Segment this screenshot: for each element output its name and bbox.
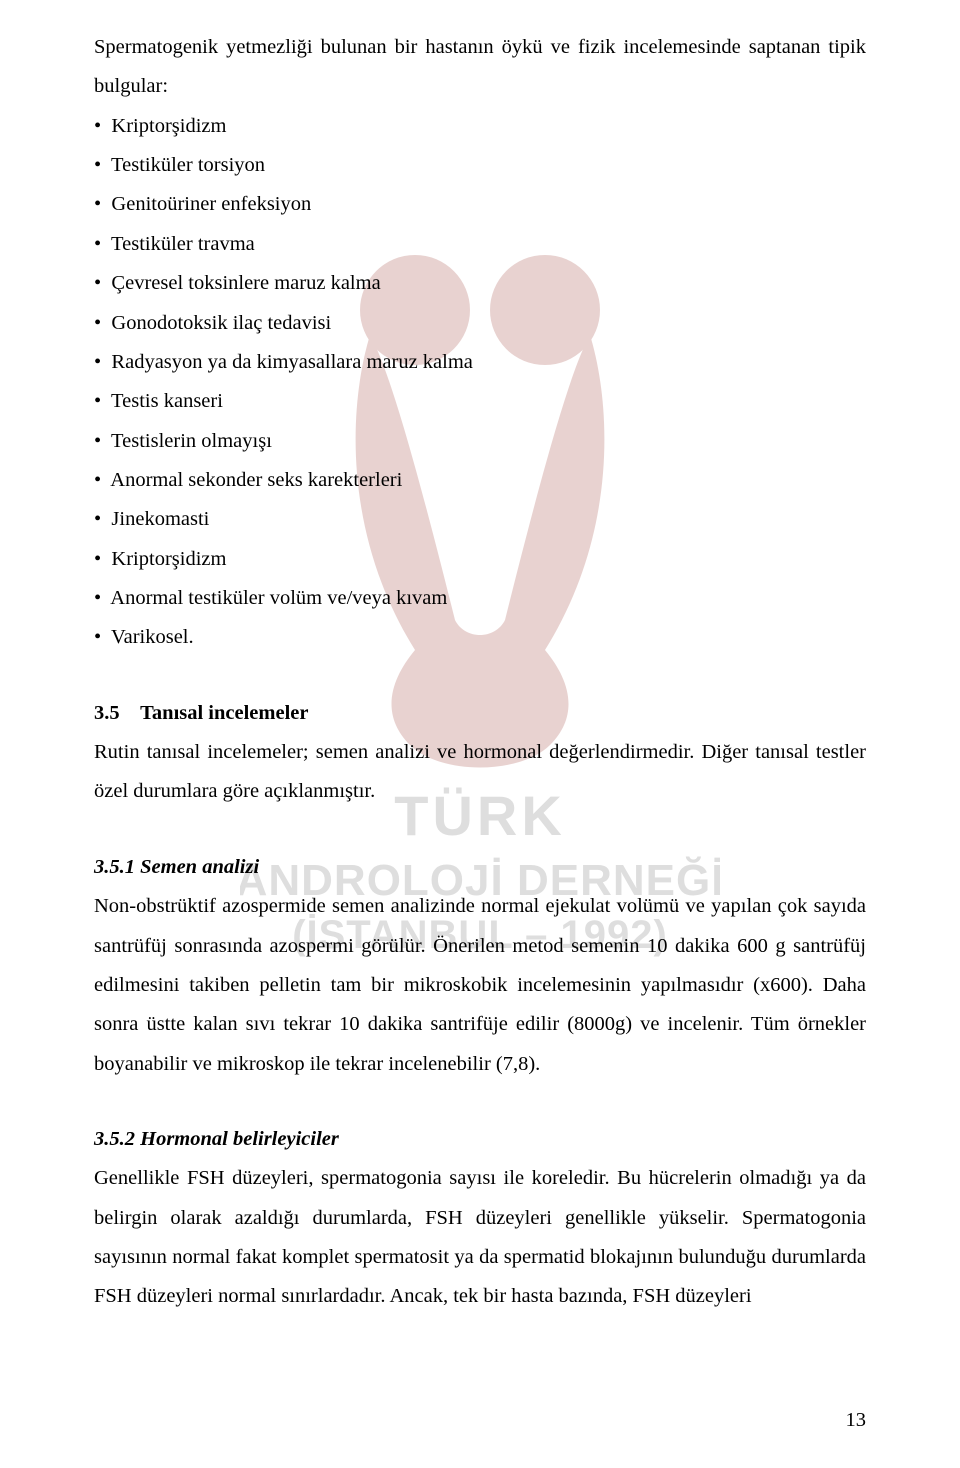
bullet-item: • Kriptorşidizm (94, 540, 866, 579)
content-area: Spermatogenik yetmezliği bulunan bir has… (94, 28, 866, 1317)
section-3-5-1-paragraph: Non-obstrüktif azospermide semen analizi… (94, 887, 866, 1084)
bullet-item: • Anormal sekonder seks karekterleri (94, 461, 866, 500)
section-3-5-2-heading: 3.5.2 Hormonal belirleyiciler (94, 1120, 866, 1159)
section-3-5-paragraph: Rutin tanısal incelemeler; semen analizi… (94, 733, 866, 812)
bullet-item: • Testis kanseri (94, 382, 866, 421)
bullet-item: • Genitoüriner enfeksiyon (94, 185, 866, 224)
section-3-5-2-paragraph: Genellikle FSH düzeyleri, spermatogonia … (94, 1159, 866, 1316)
bullet-list: • Kriptorşidizm• Testiküler torsiyon• Ge… (94, 107, 866, 658)
bullet-item: • Çevresel toksinlere maruz kalma (94, 264, 866, 303)
section-title: Tanısal incelemeler (140, 702, 308, 724)
bullet-item: • Testiküler torsiyon (94, 146, 866, 185)
page-number: 13 (846, 1409, 867, 1432)
bullet-item: • Testiküler travma (94, 225, 866, 264)
bullet-item: • Jinekomasti (94, 500, 866, 539)
bullet-item: • Varikosel. (94, 618, 866, 657)
bullet-item: • Anormal testiküler volüm ve/veya kıvam (94, 579, 866, 618)
section-3-5-1-heading: 3.5.1 Semen analizi (94, 848, 866, 887)
bullet-item: • Radyasyon ya da kimyasallara maruz kal… (94, 343, 866, 382)
bullet-item: • Kriptorşidizm (94, 107, 866, 146)
bullet-item: • Gonodotoksik ilaç tedavisi (94, 304, 866, 343)
page: TÜRK ANDROLOJİ DERNEĞİ (İSTANBUL – 1992)… (0, 0, 960, 1468)
intro-paragraph: Spermatogenik yetmezliği bulunan bir has… (94, 28, 866, 107)
section-number: 3.5 (94, 702, 120, 724)
bullet-item: • Testislerin olmayışı (94, 422, 866, 461)
section-3-5-heading: 3.5 Tanısal incelemeler (94, 694, 866, 733)
